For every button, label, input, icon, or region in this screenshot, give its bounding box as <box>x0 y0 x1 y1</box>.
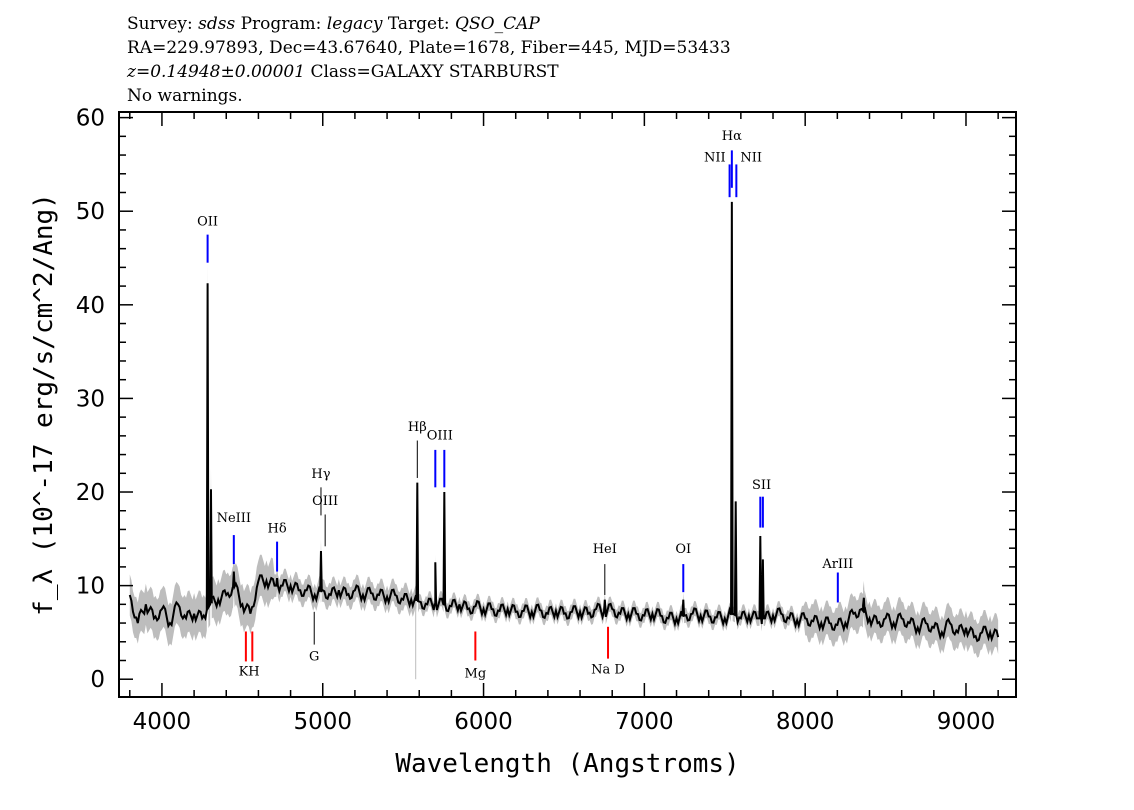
line-label: Hβ <box>408 420 427 435</box>
program-label: Program: <box>240 14 322 34</box>
line-label: Hα <box>722 129 742 144</box>
line-label: Hδ <box>267 521 286 536</box>
x-tick-label: 7000 <box>615 709 674 735</box>
x-tick-label: 6000 <box>454 709 513 735</box>
y-tick-label: 0 <box>90 667 105 693</box>
header-line-3: z=0.14948±0.00001 Class=GALAXY STARBURST <box>127 62 559 82</box>
line-label: OII <box>197 214 218 229</box>
line-label: G <box>309 649 319 664</box>
line-label: NII <box>704 151 726 166</box>
line-label: SII <box>752 478 771 493</box>
flux-line <box>128 201 1000 643</box>
x-tick-label: 4000 <box>133 709 192 735</box>
line-label: NII <box>740 151 762 166</box>
line-label: OIII <box>312 494 338 509</box>
line-label: NeIII <box>217 511 251 526</box>
y-tick-label: 10 <box>76 574 105 600</box>
y-tick-label: 20 <box>76 480 105 506</box>
y-tick-label: 40 <box>76 293 105 319</box>
header-line-1: Survey: sdss Program: legacy Target: QSO… <box>127 14 540 34</box>
x-tick-label: 9000 <box>937 709 996 735</box>
class: Class=GALAXY STARBURST <box>310 62 559 82</box>
survey-value: sdss <box>198 14 236 34</box>
line-label: HeI <box>593 542 617 557</box>
line-label: KH <box>239 664 260 679</box>
line-label: ArIII <box>821 557 853 572</box>
y-axis-label: f_λ (10^-17 erg/s/cm^2/Ang) <box>29 193 59 616</box>
target-value: QSO_CAP <box>455 14 540 34</box>
survey-label: Survey: <box>127 14 193 34</box>
header-line-2: RA=229.97893, Dec=43.67640, Plate=1678, … <box>127 38 731 58</box>
warnings: No warnings. <box>127 86 243 106</box>
x-tick-label: 5000 <box>293 709 352 735</box>
line-label: Na D <box>591 663 625 678</box>
x-axis-label: Wavelength (Angstroms) <box>395 749 739 779</box>
line-label: Hγ <box>311 467 330 482</box>
program-value: legacy <box>326 14 383 34</box>
target-label: Target: <box>387 14 450 34</box>
line-label: Mg <box>465 666 487 681</box>
redshift: z=0.14948±0.00001 <box>127 62 306 82</box>
x-tick-label: 8000 <box>776 709 835 735</box>
error-band <box>129 194 999 658</box>
y-tick-label: 50 <box>76 199 105 225</box>
y-tick-label: 30 <box>76 386 105 412</box>
plot-frame <box>118 111 1017 698</box>
line-label: OIII <box>427 429 453 444</box>
line-label: OI <box>675 542 691 557</box>
y-tick-label: 60 <box>76 106 105 132</box>
